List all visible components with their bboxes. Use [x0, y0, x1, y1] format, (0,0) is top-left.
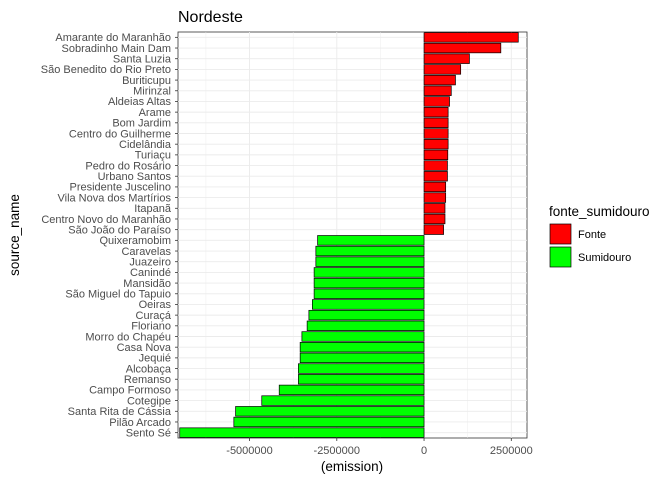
bar: [423, 117, 449, 128]
y-tick-label: Aldeias Altas: [108, 96, 171, 108]
bar: [315, 245, 425, 257]
y-tick-label: Quixeramobim: [99, 235, 171, 247]
x-tick-label: -5000000: [226, 445, 273, 457]
bar: [423, 85, 452, 96]
y-tick-label: Alcobaça: [126, 363, 172, 375]
y-tick-label: Canindé: [130, 267, 171, 279]
bar: [298, 374, 425, 385]
legend-swatch: [549, 246, 572, 268]
bar: [423, 74, 456, 86]
chart-title: Nordeste: [178, 9, 243, 26]
bar: [423, 128, 449, 139]
bar: [308, 309, 425, 321]
x-axis-tick-labels: -5000000 -2500000 0 2500000: [226, 438, 533, 457]
y-tick-label: Campo Formoso: [89, 385, 171, 397]
bar: [261, 395, 425, 406]
y-tick-label: Centro Novo do Maranhão: [41, 214, 171, 226]
y-tick-label: Caravelas: [121, 246, 171, 258]
y-tick-label: Casa Nova: [117, 342, 172, 354]
bar: [423, 213, 446, 225]
bar: [306, 320, 425, 331]
bar: [298, 363, 425, 374]
y-tick-label: Turiaçu: [135, 150, 171, 162]
bar: [423, 96, 450, 107]
bar: [423, 53, 470, 64]
bar: [423, 203, 446, 214]
bar: [179, 427, 425, 438]
bars: [179, 32, 519, 438]
y-tick-label: Bom Jardim: [112, 118, 171, 130]
bar: [301, 331, 425, 342]
legend-swatch: [549, 223, 572, 245]
y-tick-label: Pilão Arcado: [109, 417, 171, 429]
y-tick-label: Santa Luzia: [113, 54, 172, 66]
legend-title: fonte_sumidouro: [549, 204, 650, 219]
y-axis-title: source_name: [7, 194, 22, 276]
y-tick-label: Cidelândia: [119, 139, 172, 151]
y-tick-label: Cotegipe: [127, 395, 171, 407]
bar: [317, 235, 425, 246]
y-tick-label: Remanso: [124, 374, 171, 386]
bar: [278, 384, 425, 396]
bar: [313, 277, 425, 289]
y-tick-label: Centro do Guilherme: [69, 128, 171, 140]
x-tick-label: 2500000: [490, 445, 533, 457]
y-tick-label: Morro do Chapéu: [85, 331, 171, 343]
bar: [299, 352, 425, 364]
y-tick-label: Santa Rita de Cássia: [68, 406, 172, 418]
bar: [423, 224, 444, 235]
bar: [423, 160, 448, 171]
bar: [423, 32, 519, 43]
bar: [423, 42, 502, 54]
bar: [299, 342, 425, 353]
y-tick-label: Amarante do Maranhão: [55, 32, 171, 44]
y-tick-label: Curaçá: [136, 310, 172, 322]
y-tick-label: Sento Sé: [126, 427, 171, 439]
y-tick-label: Mirinzal: [133, 86, 171, 98]
legend-label: Sumidouro: [578, 252, 631, 264]
bar: [423, 192, 447, 203]
bar: [312, 299, 425, 310]
y-tick-label: São João do Paraíso: [68, 224, 171, 236]
y-tick-label: Oeiras: [139, 299, 172, 311]
y-tick-label: Pedro do Rosário: [85, 160, 171, 172]
bar: [423, 106, 449, 118]
y-tick-label: Mansidão: [123, 278, 171, 290]
y-tick-label: Juazeiro: [129, 257, 171, 269]
y-tick-label: Sobradinho Main Dam: [62, 43, 171, 55]
bar: [423, 139, 449, 150]
y-tick-label: Itapanã: [134, 203, 172, 215]
y-tick-label: São Benedito do Rio Preto: [41, 64, 171, 76]
bar: [235, 406, 425, 417]
bar: [313, 267, 425, 278]
bar: [233, 416, 425, 428]
y-tick-label: Arame: [139, 107, 171, 119]
x-tick-label: 0: [421, 445, 427, 457]
y-tick-label: Urbano Santos: [98, 171, 172, 183]
y-tick-label: Buriticupu: [122, 75, 171, 87]
bar: [423, 181, 447, 193]
y-tick-label: Presidente Juscelino: [69, 182, 171, 194]
y-tick-label: Jequié: [139, 353, 171, 365]
legend: fonte_sumidouro Fonte Sumidouro: [549, 204, 650, 268]
y-tick-label: Vila Nova dos Martírios: [57, 192, 171, 204]
bar: [423, 171, 448, 182]
bar: [313, 288, 425, 299]
bar: [423, 64, 462, 75]
legend-label: Fonte: [578, 229, 606, 241]
x-tick-label: -2500000: [314, 445, 361, 457]
x-axis-title: (emission): [321, 459, 383, 474]
bar: [423, 149, 449, 161]
y-tick-label: Floriano: [131, 321, 171, 333]
y-tick-label: São Miguel do Tapuio: [65, 289, 171, 301]
bar: [315, 256, 425, 267]
